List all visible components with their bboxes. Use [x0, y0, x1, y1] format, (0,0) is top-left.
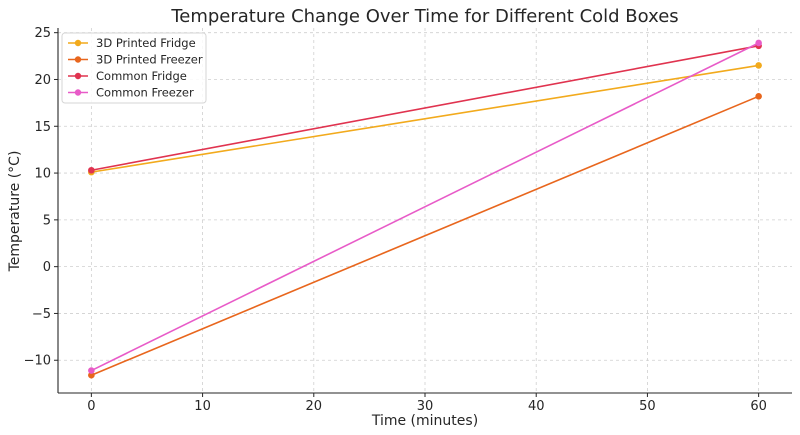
tick-labels: 0 10 20 30 40 50 60 −10 −5 0 5 10 15 20 25 [24, 26, 767, 414]
y-axis-label: Temperature (°C) [7, 151, 23, 273]
data-point-3d-printed-freezer [755, 93, 762, 100]
legend-marker-common-freezer [74, 89, 82, 96]
legend-marker-3d-printed-freezer [74, 56, 82, 63]
legend-entry-common-freezer: Common Freezer [96, 86, 194, 100]
series-layer [88, 39, 762, 379]
data-point-3d-printed-freezer [88, 371, 95, 379]
y-tick-label: 0 [43, 260, 51, 275]
data-point-common-fridge [88, 166, 95, 174]
chart-title: Temperature Change Over Time for Differe… [170, 6, 678, 27]
y-tick-label: 10 [34, 167, 51, 182]
y-tick-label: 25 [34, 26, 51, 41]
y-tick-label: 20 [34, 73, 51, 88]
legend-entry-3d-printed-fridge: 3D Printed Fridge [96, 36, 196, 50]
x-tick-label: 60 [750, 399, 767, 414]
series-line-common-fridge [91, 44, 759, 172]
x-tick-label: 20 [306, 399, 323, 414]
data-point-common-freezer [755, 39, 762, 47]
series-line-3d-printed-fridge [91, 64, 759, 173]
legend-entry-common-fridge: Common Fridge [96, 69, 187, 83]
x-tick-label: 50 [639, 399, 656, 414]
y-tick-label: −10 [24, 354, 51, 369]
y-tick-label: −5 [32, 307, 51, 322]
data-point-3d-printed-fridge [755, 62, 762, 69]
axes [54, 28, 792, 397]
y-tick-label: 5 [43, 213, 51, 228]
data-point-common-freezer [88, 367, 95, 374]
x-tick-label: 30 [417, 399, 434, 414]
series-line-3d-printed-freezer [91, 95, 759, 376]
legend-entry-3d-printed-freezer: 3D Printed Freezer [96, 53, 203, 67]
series-line-common-freezer [91, 42, 759, 372]
legend-marker-3d-printed-fridge [74, 39, 82, 47]
y-tick-label: 15 [34, 120, 51, 135]
x-tick-label: 0 [87, 399, 95, 414]
x-tick-label: 10 [194, 399, 211, 414]
legend-box [61, 32, 207, 104]
x-axis-label: Time (minutes) [371, 413, 478, 429]
x-tick-label: 40 [528, 399, 545, 414]
legend-marker-common-fridge [74, 72, 82, 80]
legend: 3D Printed Fridge 3D Printed Freezer Commo… [61, 32, 207, 104]
